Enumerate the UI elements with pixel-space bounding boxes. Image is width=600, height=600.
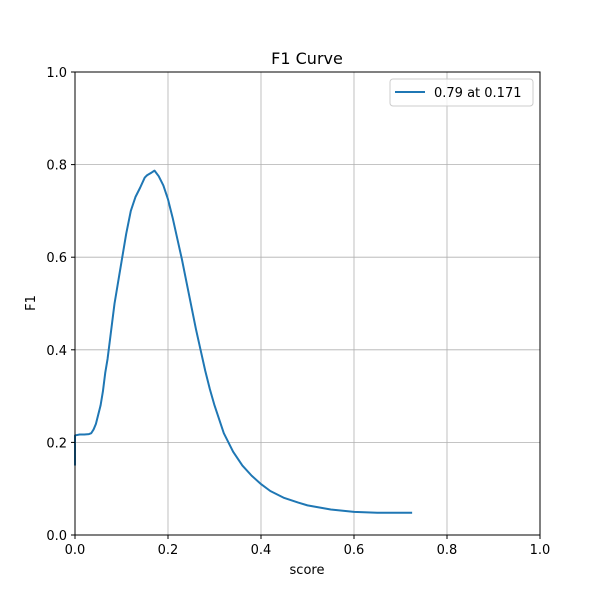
y-tick-label: 1.0	[46, 66, 67, 81]
chart-title: F1 Curve	[271, 49, 343, 68]
y-tick-label: 0.8	[46, 159, 67, 174]
x-axis-ticks: 0.0 0.2 0.4 0.6 0.8 1.0	[65, 535, 551, 558]
y-tick-label: 0.0	[46, 529, 67, 544]
legend: 0.79 at 0.171	[389, 78, 534, 107]
x-tick-label: 0.8	[437, 543, 458, 558]
y-tick-label: 0.4	[46, 344, 67, 359]
plot-frame	[74, 71, 541, 536]
legend-box	[389, 78, 534, 107]
y-axis-ticks: 0.0 0.2 0.4 0.6 0.8 1.0	[46, 66, 75, 544]
x-tick-label: 0.4	[251, 543, 272, 558]
legend-label: 0.79 at 0.171	[434, 86, 522, 101]
grid	[74, 71, 541, 536]
series-line-0	[74, 169, 413, 514]
y-axis-label: F1	[24, 295, 39, 311]
x-tick-label: 1.0	[530, 543, 551, 558]
y-tick-label: 0.2	[46, 436, 67, 451]
x-axis-label: score	[290, 563, 325, 578]
series-layer	[74, 169, 413, 514]
x-tick-label: 0.6	[344, 543, 365, 558]
x-tick-label: 0.2	[158, 543, 179, 558]
y-tick-label: 0.6	[46, 251, 67, 266]
x-tick-label: 0.0	[65, 543, 86, 558]
